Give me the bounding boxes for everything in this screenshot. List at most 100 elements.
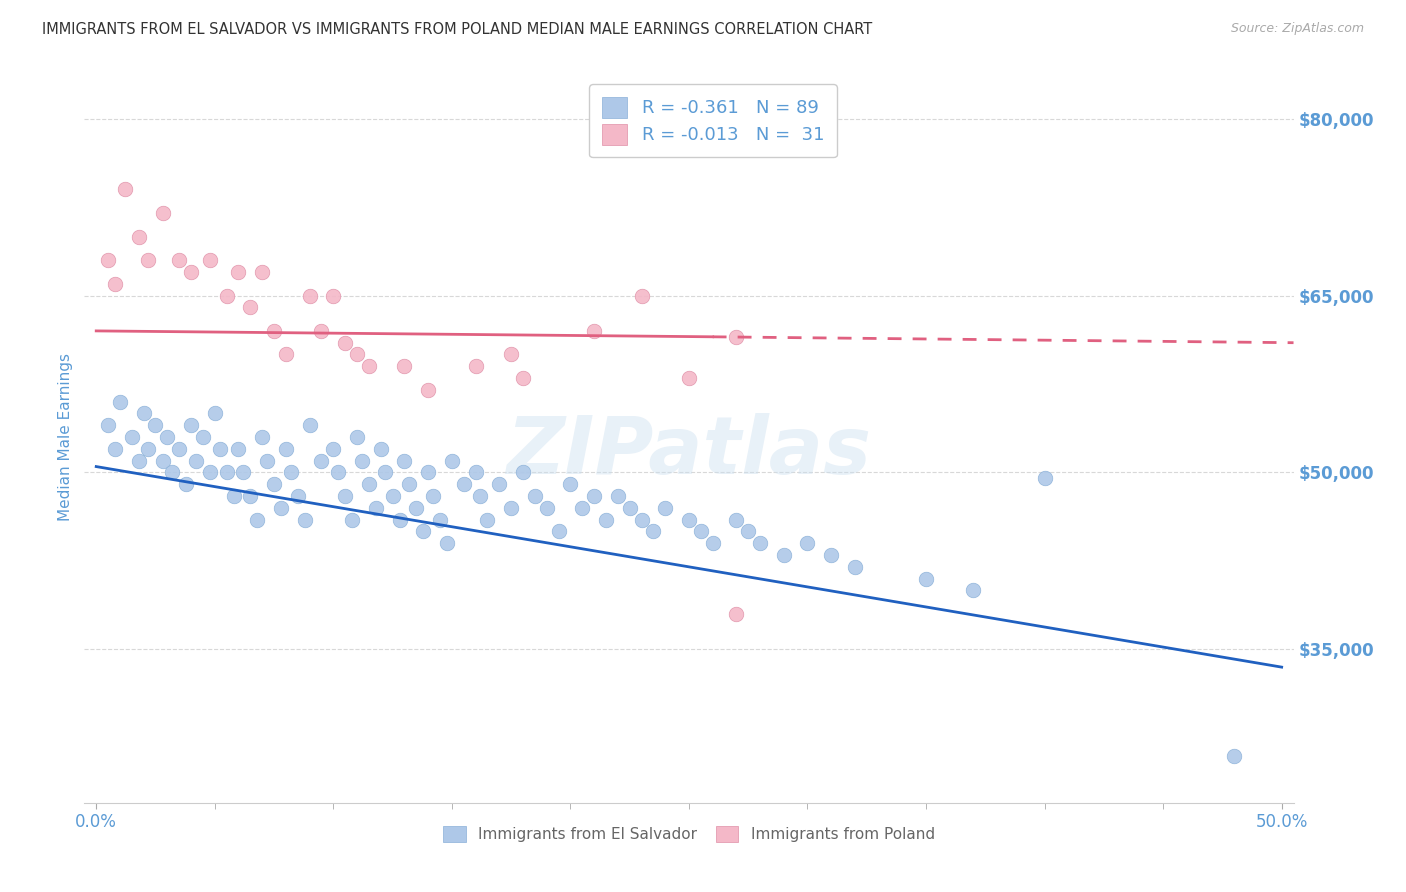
Point	[215, 466, 238, 480]
Point	[270, 500, 292, 515]
Point	[501, 500, 523, 515]
Point	[583, 489, 606, 503]
Point	[180, 418, 202, 433]
Point	[374, 466, 396, 480]
Point	[250, 430, 273, 444]
Point	[228, 442, 250, 456]
Point	[394, 453, 416, 467]
Point	[204, 407, 226, 421]
Point	[232, 466, 254, 480]
Point	[298, 288, 321, 302]
Point	[198, 253, 221, 268]
Point	[595, 513, 617, 527]
Point	[114, 182, 136, 196]
Point	[152, 206, 174, 220]
Point	[198, 466, 221, 480]
Point	[280, 466, 302, 480]
Point	[364, 500, 387, 515]
Point	[145, 418, 167, 433]
Point	[246, 513, 269, 527]
Point	[256, 453, 278, 467]
Point	[547, 524, 569, 539]
Point	[678, 371, 700, 385]
Point	[215, 288, 238, 302]
Point	[97, 253, 120, 268]
Point	[370, 442, 392, 456]
Point	[412, 524, 434, 539]
Point	[342, 513, 364, 527]
Point	[97, 418, 120, 433]
Point	[436, 536, 458, 550]
Point	[250, 265, 273, 279]
Point	[326, 466, 349, 480]
Point	[488, 477, 510, 491]
Point	[322, 442, 344, 456]
Point	[298, 418, 321, 433]
Point	[630, 513, 652, 527]
Point	[263, 477, 285, 491]
Point	[464, 466, 486, 480]
Point	[357, 359, 380, 374]
Point	[405, 500, 427, 515]
Point	[394, 359, 416, 374]
Point	[915, 572, 938, 586]
Point	[132, 407, 155, 421]
Point	[418, 383, 440, 397]
Point	[725, 513, 748, 527]
Point	[184, 453, 207, 467]
Point	[167, 253, 190, 268]
Point	[796, 536, 818, 550]
Point	[152, 453, 174, 467]
Point	[702, 536, 724, 550]
Point	[654, 500, 676, 515]
Point	[108, 394, 131, 409]
Point	[749, 536, 772, 550]
Point	[470, 489, 492, 503]
Point	[104, 442, 127, 456]
Point	[1223, 748, 1246, 763]
Point	[346, 347, 368, 361]
Point	[333, 335, 356, 350]
Point	[322, 288, 344, 302]
Text: IMMIGRANTS FROM EL SALVADOR VS IMMIGRANTS FROM POLAND MEDIAN MALE EARNINGS CORRE: IMMIGRANTS FROM EL SALVADOR VS IMMIGRANT…	[42, 22, 873, 37]
Point	[239, 301, 262, 315]
Point	[523, 489, 546, 503]
Point	[453, 477, 475, 491]
Text: ZIPatlas: ZIPatlas	[506, 413, 872, 491]
Point	[104, 277, 127, 291]
Point	[477, 513, 499, 527]
Point	[501, 347, 523, 361]
Point	[418, 466, 440, 480]
Point	[725, 607, 748, 621]
Point	[606, 489, 628, 503]
Point	[294, 513, 316, 527]
Point	[464, 359, 486, 374]
Point	[381, 489, 404, 503]
Point	[512, 466, 534, 480]
Point	[571, 500, 593, 515]
Point	[357, 477, 380, 491]
Point	[167, 442, 190, 456]
Point	[191, 430, 214, 444]
Point	[962, 583, 984, 598]
Point	[138, 442, 160, 456]
Point	[128, 229, 150, 244]
Point	[440, 453, 463, 467]
Point	[176, 477, 198, 491]
Point	[643, 524, 665, 539]
Point	[560, 477, 582, 491]
Point	[398, 477, 420, 491]
Point	[737, 524, 759, 539]
Point	[350, 453, 373, 467]
Point	[287, 489, 309, 503]
Point	[536, 500, 558, 515]
Point	[689, 524, 711, 539]
Point	[512, 371, 534, 385]
Point	[160, 466, 183, 480]
Y-axis label: Median Male Earnings: Median Male Earnings	[58, 353, 73, 521]
Text: Source: ZipAtlas.com: Source: ZipAtlas.com	[1230, 22, 1364, 36]
Point	[388, 513, 411, 527]
Point	[619, 500, 641, 515]
Point	[333, 489, 356, 503]
Point	[274, 442, 297, 456]
